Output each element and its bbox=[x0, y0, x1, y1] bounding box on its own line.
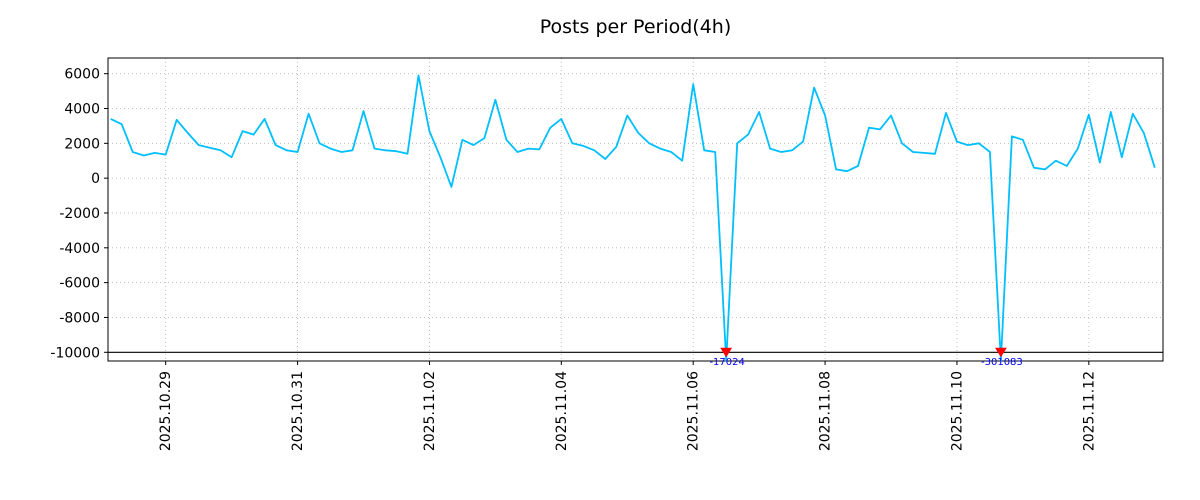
y-tick-label: -10000 bbox=[50, 345, 100, 361]
spike-annotation-label: -17024 bbox=[709, 357, 744, 368]
data-line bbox=[110, 74, 1156, 362]
x-tick-label: 2025.11.12 bbox=[1081, 371, 1097, 451]
y-tick-label: 0 bbox=[91, 171, 100, 187]
y-tick-label: 2000 bbox=[64, 136, 100, 152]
x-tick-label: 2025.11.10 bbox=[949, 371, 965, 451]
x-tick-label: 2025.10.31 bbox=[290, 371, 306, 451]
y-tick-label: -4000 bbox=[59, 241, 100, 257]
y-tick-label: -8000 bbox=[59, 310, 100, 326]
x-tick-label: 2025.11.04 bbox=[554, 371, 570, 451]
triangle-down-icon bbox=[995, 347, 1007, 358]
triangle-down-icon bbox=[720, 347, 733, 358]
y-tick-label: -6000 bbox=[59, 276, 100, 292]
x-tick-label: 2025.11.08 bbox=[818, 371, 834, 451]
y-tick-label: 4000 bbox=[64, 102, 100, 118]
x-tick-label: 2025.11.06 bbox=[686, 371, 702, 451]
y-tick-label: -2000 bbox=[59, 206, 100, 222]
chart-title: Posts per Period(4h) bbox=[539, 16, 732, 38]
plot-border bbox=[107, 57, 1164, 362]
x-tick-label: 2025.10.29 bbox=[158, 371, 174, 451]
y-tick-label: 6000 bbox=[64, 67, 100, 83]
x-tick-label: 2025.11.02 bbox=[422, 371, 438, 451]
spike-annotation-label: -301083 bbox=[981, 357, 1023, 368]
